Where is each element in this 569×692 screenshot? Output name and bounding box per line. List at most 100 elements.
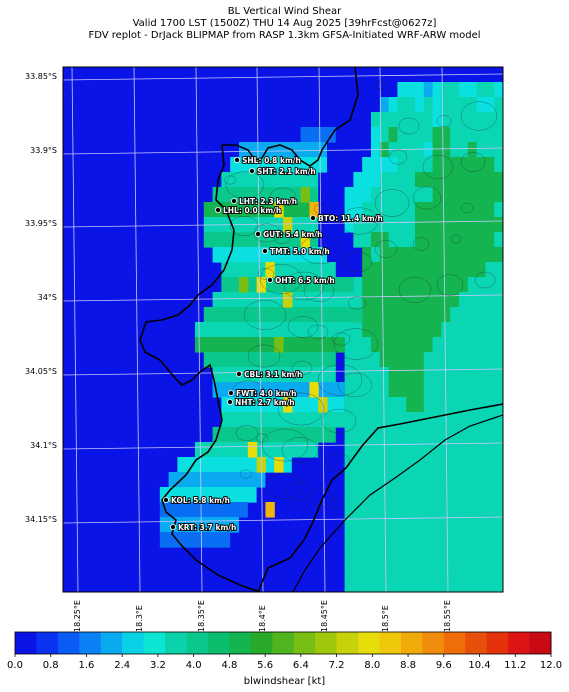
graticule-lines [63,67,503,592]
station-marker [248,167,255,174]
colorbar-tick-label: 10.4 [468,660,491,671]
station-marker [235,370,242,377]
station-label: CBL: 3.1 km/h [244,370,302,379]
station-label: LHT: 2.3 km/h [239,197,297,206]
station-marker [254,230,261,237]
station-marker [169,524,176,531]
colorbar-swatch [379,632,402,654]
colorbar-swatch [143,632,166,654]
colorbar-swatch [229,632,252,654]
colorbar-swatch [400,632,423,654]
boundary-line [292,414,503,592]
colorbar-swatch [36,632,59,654]
colorbar-swatch [250,632,273,654]
station-label: TMT: 5.0 km/h [270,247,330,256]
station-marker [227,389,234,396]
colorbar-tick-label: 6.4 [292,660,309,671]
colorbar-swatch [165,632,188,654]
station-marker [309,214,316,221]
lat-tick-label: 34.15°S [25,515,57,524]
chart-subtitle-valid-time: Valid 1700 LST (1500Z) THU 14 Aug 2025 [… [132,18,437,29]
chart-subtitle-model: FDV replot - DrJack BLIPMAP from RASP 1.… [88,30,481,41]
colorbar-tick-label: 1.6 [78,660,95,671]
station-label: OHT: 6.5 km/h [275,276,335,285]
colorbar-swatch [272,632,295,654]
station-marker [261,247,268,254]
colorbar-tick-label: 7.2 [328,660,345,671]
peninsula-shading [159,127,363,548]
station-marker [226,398,233,405]
chart-title: BL Vertical Wind Shear [227,6,342,17]
station-tmt[interactable]: TMT: 5.0 km/h [261,246,331,257]
lat-tick-label: 33.95°S [25,219,57,228]
colorbar-tick-label: 11.2 [504,660,527,671]
station-label: GUT: 5.4 km/h [263,230,322,239]
colorbar-swatch [336,632,359,654]
coastline [139,67,359,592]
map-frame [62,66,504,593]
station-shl[interactable]: SHL: 0.8 km/h [233,155,302,166]
station-label: FWT: 4.0 km/h [236,389,297,398]
station-label: LHL: 0.0 km/h [223,206,281,215]
station-label: KRT: 3.7 km/h [178,523,236,532]
colorbar-swatch [486,632,509,654]
lat-tick-label: 34°S [37,293,57,302]
station-krt[interactable]: KRT: 3.7 km/h [169,522,237,533]
stations: SHL: 0.8 km/h SHT: 2.1 km/h LHT: 2.3 km/hL… [162,155,384,533]
colorbar-swatch [122,632,145,654]
colorbar-swatch [186,632,209,654]
colorbar-swatch [422,632,445,654]
colorbar-tick-label: 0.0 [7,660,23,671]
colorbar-tick-label: 0.8 [42,660,59,671]
colorbar-tick-label: 12.0 [539,660,563,671]
lat-tick-label: 33.9°S [30,146,57,155]
coastline-east [257,403,503,592]
colorbar-tick-label: 8.0 [364,660,381,671]
station-marker [214,206,221,213]
station-nht[interactable]: NHT: 2.7 km/h [226,397,296,408]
lat-tick-label: 33.85°S [25,72,57,81]
station-kol[interactable]: KOL: 5.8 km/h [162,495,231,506]
lat-tick-label: 34.05°S [25,367,57,376]
station-marker [266,276,273,283]
colorbar-swatch [508,632,531,654]
station-oht[interactable]: OHT: 6.5 km/h [266,275,336,286]
station-bto[interactable]: BTO: 11.4 km/h [309,213,384,224]
station-lht[interactable]: LHT: 2.3 km/h [230,196,298,207]
colorbar-tick-label: 2.4 [114,660,131,671]
colorbar-swatch [79,632,102,654]
colorbar-swatch [207,632,230,654]
station-sht[interactable]: SHT: 2.1 km/h [248,166,317,177]
colorbar-swatch [358,632,380,654]
station-marker [230,197,237,204]
station-lhl[interactable]: LHL: 0.0 km/h [214,205,282,216]
colorbar-swatch [465,632,488,654]
colorbar-tick-label: 3.2 [149,660,166,671]
station-label: KOL: 5.8 km/h [171,496,230,505]
station-marker [162,496,169,503]
station-gut[interactable]: GUT: 5.4 km/h [254,229,323,240]
terrain-contours [223,80,498,509]
colorbar-tick-label: 5.6 [257,660,274,671]
colorbar-tick-label: 4.8 [221,660,238,671]
station-label: NHT: 2.7 km/h [235,398,295,407]
colorbar-tick-label: 9.6 [435,660,452,671]
colorbar-swatch [293,632,316,654]
lat-tick-label: 34.1°S [30,441,57,450]
station-label: SHT: 2.1 km/h [257,167,316,176]
station-marker [233,156,240,163]
colorbar-tick-label: 8.8 [400,660,417,671]
station-label: BTO: 11.4 km/h [318,214,383,223]
station-label: SHL: 0.8 km/h [242,156,301,165]
station-fwt[interactable]: FWT: 4.0 km/h [227,388,297,399]
colorbar-swatch [529,632,552,654]
colorbar-swatch [100,632,123,654]
station-cbl[interactable]: CBL: 3.1 km/h [235,369,303,380]
colorbar-swatch [443,632,466,654]
colorbar-swatch [315,632,338,654]
colorbar-swatch [15,632,37,654]
colorbar-swatch [57,632,80,654]
colorbar-tick-label: 4.0 [185,660,202,671]
